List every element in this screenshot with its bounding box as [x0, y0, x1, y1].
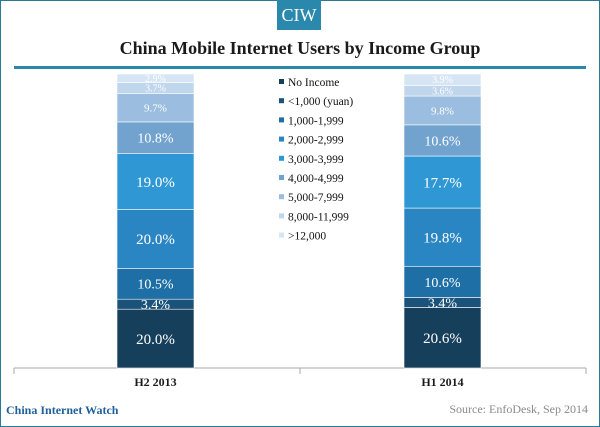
data-label: 19.8% — [423, 230, 462, 246]
legend-label: >12,000 — [288, 231, 326, 243]
x-tick-label: H2 2013 — [134, 375, 176, 389]
bar-segment-7 — [403, 95, 482, 126]
legend-swatch — [279, 98, 284, 104]
data-label: 9.8% — [431, 105, 454, 117]
title-divider — [14, 66, 586, 69]
legend-label: 1,000-1,999 — [288, 115, 344, 127]
legend-swatch — [279, 79, 284, 84]
bar-segment-9 — [116, 73, 195, 83]
chart-title: China Mobile Internet Users by Income Gr… — [119, 38, 481, 58]
bar-segment-1 — [116, 308, 195, 369]
data-label: 20.0% — [136, 232, 175, 248]
footer-source: Source: EnfoDesk, Sep 2014 — [449, 402, 588, 416]
data-label: 10.6% — [424, 276, 461, 291]
data-label: 3.6% — [432, 86, 453, 97]
legend-swatch — [279, 194, 284, 200]
legend-swatch — [279, 117, 284, 123]
legend-label: 8,000-11,999 — [288, 211, 349, 223]
bar-segment-5 — [403, 155, 482, 209]
bar-segment-4 — [116, 209, 195, 269]
data-label: 3.4% — [141, 298, 171, 313]
data-label: 17.7% — [423, 175, 462, 191]
bar-segment-6 — [403, 124, 482, 157]
legend-swatch — [279, 155, 284, 161]
data-label: 20.6% — [423, 331, 462, 347]
legend-swatch — [279, 232, 284, 238]
brand-logo: CIW — [277, 0, 321, 30]
bar-segment-3 — [403, 265, 482, 298]
legend-label: 3,000-3,999 — [288, 154, 344, 166]
legend-label: 4,000-4,999 — [288, 173, 344, 185]
data-label: 3.4% — [428, 296, 458, 311]
data-label: 10.6% — [424, 134, 461, 149]
bar-segment-1 — [403, 307, 482, 369]
bar-segment-9 — [403, 73, 482, 86]
data-label: 2.9% — [145, 74, 166, 85]
data-label: 3.9% — [432, 75, 453, 86]
legend-swatch — [279, 136, 284, 142]
bar-segment-5 — [116, 153, 195, 210]
legend-label: 5,000-7,999 — [288, 192, 344, 204]
data-label: 10.5% — [137, 278, 174, 293]
x-tick-label: H1 2014 — [421, 375, 463, 389]
legend-swatch — [279, 175, 284, 180]
legend-label: 2,000-2,999 — [288, 135, 344, 147]
data-label: 19.0% — [136, 175, 175, 191]
data-label: 3.7% — [145, 83, 166, 94]
footer-brand: China Internet Watch — [6, 403, 119, 417]
data-label: 10.8% — [137, 132, 174, 147]
data-label: 20.0% — [136, 332, 175, 348]
legend-swatch — [279, 213, 284, 219]
bar-segment-3 — [116, 268, 195, 300]
bar-segment-7 — [116, 93, 195, 123]
data-label: 9.7% — [144, 103, 167, 115]
legend-label: No Income — [288, 77, 339, 89]
legend-label: <1,000 (yuan) — [288, 96, 353, 108]
